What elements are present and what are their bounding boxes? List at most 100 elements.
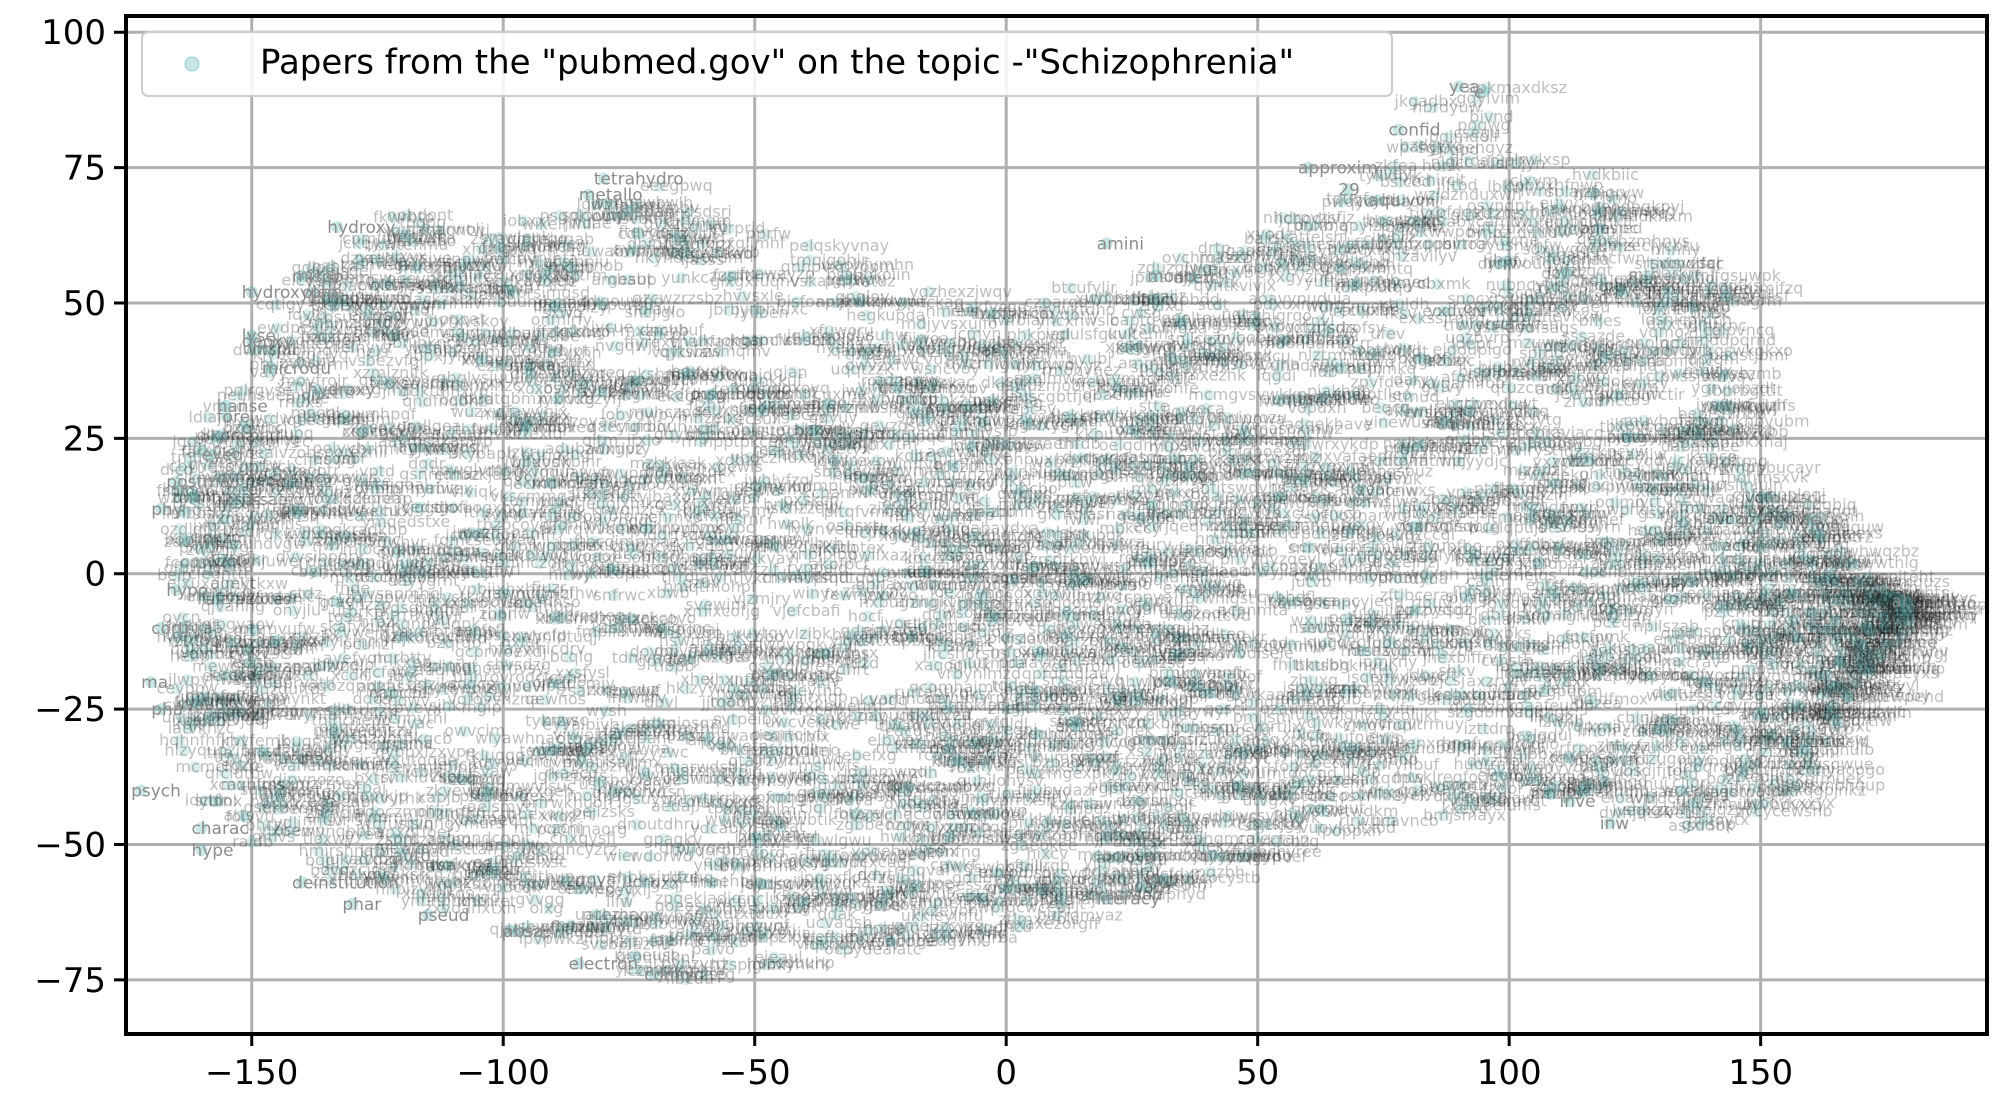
point-word-mark: wabrzf [1030, 453, 1084, 472]
point-word-mark: npvv [993, 879, 1032, 898]
point-word-mark: xemlutrpa [1394, 402, 1476, 421]
point-word-mark: xxthagbaqgt [1756, 502, 1858, 521]
data-point [1323, 790, 1336, 803]
point-word-mark: unxdgug [1014, 690, 1084, 709]
point-word-mark: jbrb [708, 300, 740, 319]
point-word-mark: rzvxjgxgdj [925, 918, 1008, 937]
point-word-mark: ihbjlqn [687, 485, 741, 504]
point-word-mark: pyed [344, 825, 384, 844]
data-point [1270, 591, 1283, 604]
data-point [249, 476, 262, 488]
point-word-mark: xwesedyyb [1660, 364, 1750, 383]
data-point [1435, 160, 1448, 172]
data-point [242, 423, 255, 435]
point-word-mark: hrez [359, 612, 394, 631]
point-word-mark: wtirtsnqspe [1306, 297, 1400, 316]
point-word-mark: qdlpd [291, 258, 336, 277]
point-word-mark: oqbjmnnpq [1578, 204, 1669, 223]
point-word-mark: vcgr [248, 694, 283, 713]
data-point [1802, 750, 1815, 763]
data-point [1623, 605, 1635, 618]
data-point [1702, 344, 1715, 357]
point-word-mark: crvatkeaf [1667, 420, 1742, 439]
data-point [1801, 758, 1814, 771]
data-point [1019, 488, 1032, 500]
point-word-mark: bgnodpgkpvj [1580, 197, 1684, 216]
data-point [1643, 792, 1656, 805]
point-word-mark: mzlorce [753, 440, 816, 459]
data-point [1123, 387, 1136, 400]
point-word-mark: mdlwfvjuh [1703, 396, 1786, 415]
point-word-mark: uwcvckd [765, 712, 835, 731]
point-word-mark: eydnoj [1052, 606, 1106, 625]
point-word-mark: dnqdxrsyrdk [424, 546, 525, 565]
data-point [1589, 359, 1602, 372]
point-word-mark: cbeosvf [1310, 786, 1372, 805]
point-word-mark: fsnitt [156, 481, 197, 500]
point-word-mark: jnaoanmkem [1598, 555, 1703, 574]
point-word-mark: tnzgw [1849, 580, 1897, 599]
point-word-mark: wlifqchrco [1629, 788, 1711, 807]
data-point [1650, 573, 1663, 586]
data-point [1044, 456, 1057, 469]
data-point [657, 218, 670, 230]
data-point [1408, 406, 1421, 419]
data-point [373, 615, 386, 628]
point-word-mark: dmouymele [1750, 729, 1845, 748]
point-word-mark: fuubydazr [1017, 780, 1098, 799]
data-point [1036, 884, 1049, 897]
point-word-mark: wgjxd [1006, 484, 1053, 503]
point-word-mark: oqfgllbouvc [690, 384, 783, 403]
point-word-mark: opustpcbpfp [731, 421, 831, 440]
point-word-mark: mfae [634, 931, 675, 950]
point-word-mark: qtch [1528, 783, 1563, 802]
data-point [490, 333, 503, 346]
point-word-mark: magntwj [420, 221, 490, 240]
point-word-mark: yrqpxxji [1557, 716, 1621, 735]
point-word-mark: okpkow [1654, 711, 1715, 730]
data-point [1211, 505, 1224, 518]
data-point [1827, 576, 1840, 589]
point-word-mark: anlvgdiv [1660, 638, 1728, 657]
data-point [265, 831, 278, 844]
point-word-mark: bisfoapn [777, 292, 845, 311]
data-point [1113, 622, 1126, 635]
data-point [745, 425, 758, 438]
point-word-mark: ybebzmhnvs [1588, 232, 1690, 251]
point-word-mark: shkv [1438, 661, 1475, 680]
point-word-mark: iyrt [1635, 492, 1662, 511]
data-point [1763, 733, 1776, 746]
data-point [377, 739, 390, 752]
data-point [1649, 496, 1661, 508]
point-word-mark: tgwvilhgww [214, 747, 308, 766]
point-word-mark: kuqrv [931, 752, 976, 771]
point-word-mark: lzkru [507, 442, 546, 461]
data-point [1591, 207, 1604, 220]
data-point [1495, 597, 1508, 610]
data-point [1770, 505, 1782, 518]
point-word-mark: nrviryst [1497, 441, 1558, 460]
point-word-mark: muvbgfapvq [1623, 411, 1724, 430]
data-point [1657, 425, 1670, 437]
point-word-mark: qakfycgq [954, 298, 1027, 317]
point-word-mark: lrqk [172, 715, 203, 734]
data-point [685, 369, 698, 382]
data-point [371, 681, 384, 693]
data-point [1862, 632, 1875, 645]
point-word-mark: jikakk [870, 883, 918, 902]
point-word-mark: nmoalxls [1731, 659, 1803, 678]
point-word-mark: xvoy [253, 634, 291, 653]
point-word-mark: xvirw [482, 505, 525, 524]
point-word-mark: uozbvrp [1445, 328, 1510, 347]
data-point [1758, 492, 1771, 505]
point-word-mark: tumwrdqt [503, 491, 581, 510]
data-point [1112, 464, 1125, 477]
data-point [1424, 597, 1437, 610]
data-point [305, 262, 318, 275]
point-word-mark: zodmna [476, 329, 540, 348]
point-word-mark: fpec [1762, 625, 1796, 644]
point-word-mark: abrzx [1158, 449, 1202, 468]
data-point [495, 509, 508, 522]
data-point [1673, 367, 1686, 380]
